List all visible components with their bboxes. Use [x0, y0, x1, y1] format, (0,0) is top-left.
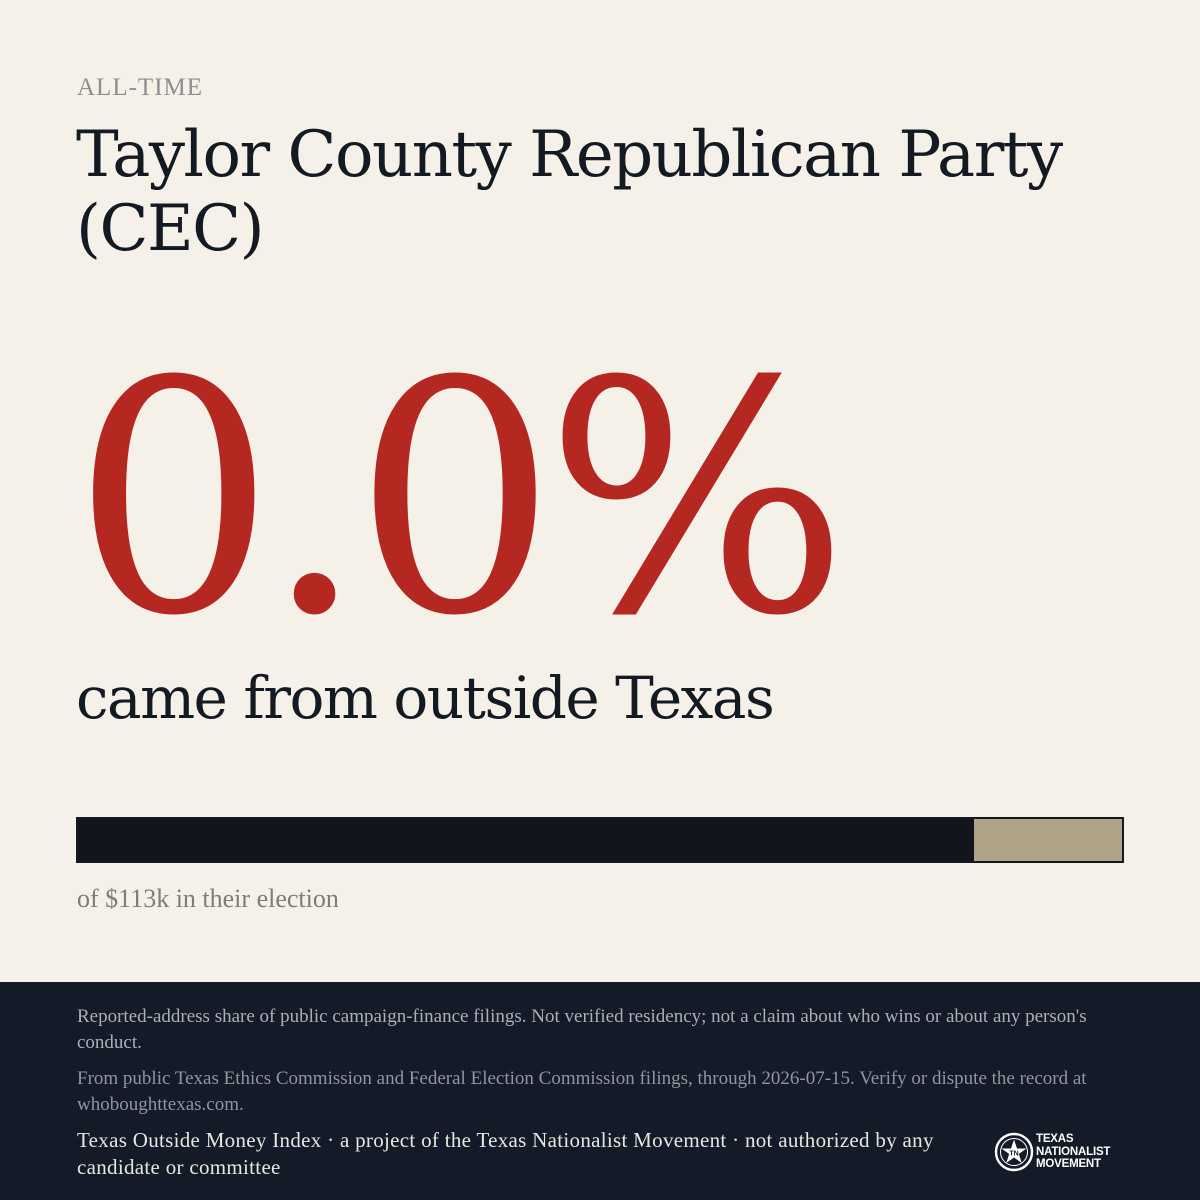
logo-line-2: NATIONALIST: [1036, 1145, 1111, 1158]
tnm-star-seal-icon: TN: [994, 1132, 1034, 1172]
disclaimer-text: Reported-address share of public campaig…: [77, 1006, 1087, 1053]
tnm-logo: TN TEXAS NATIONALIST MOVEMENT: [994, 1131, 1124, 1175]
total-amount-note: of $113k in their election: [77, 884, 339, 913]
page-title: Taylor County Republican Party (CEC): [76, 118, 1063, 267]
outside-share-caption: came from outside Texas: [76, 664, 775, 732]
source-text: From public Texas Ethics Commission and …: [77, 1068, 1087, 1115]
logo-line-3: MOVEMENT: [1036, 1158, 1101, 1170]
share-bar-fill: [78, 819, 974, 861]
share-bar: [76, 817, 1124, 863]
credit-text: Texas Outside Money Index · a project of…: [77, 1128, 934, 1179]
timeframe-label: ALL-TIME: [77, 74, 204, 101]
outside-share-value: 0.0%: [72, 314, 849, 686]
svg-text:TN: TN: [1009, 1151, 1018, 1158]
logo-line-1: TEXAS: [1036, 1133, 1074, 1145]
